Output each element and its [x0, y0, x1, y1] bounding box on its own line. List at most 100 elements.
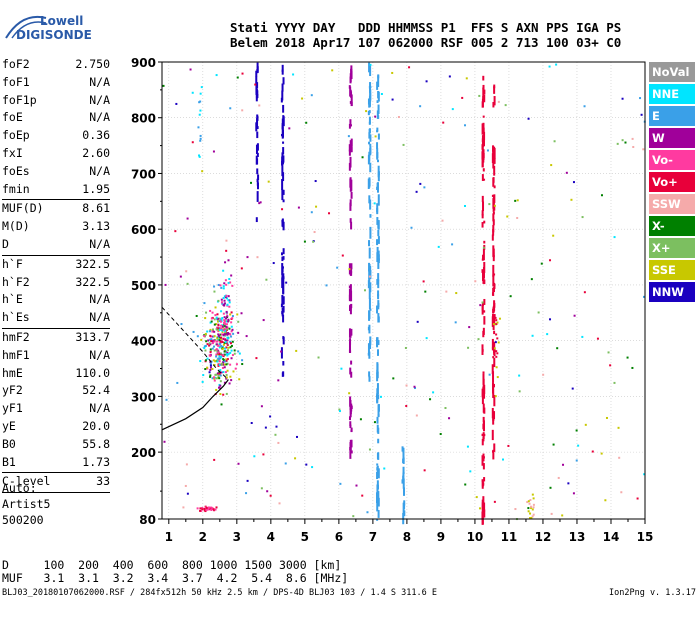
- noise-point: [469, 470, 472, 473]
- echo-point: [217, 358, 220, 361]
- echo-band-segment: [492, 211, 495, 215]
- echo-band-segment: [402, 447, 405, 459]
- echo-band-segment: [376, 142, 379, 149]
- noise-point: [186, 282, 189, 285]
- noise-point: [255, 357, 258, 360]
- echo-band-segment: [493, 206, 496, 211]
- echo-band-segment: [492, 274, 495, 287]
- echo-band-segment: [492, 213, 495, 222]
- y-tick-label: 400: [131, 335, 156, 349]
- echo-band-segment: [282, 248, 285, 255]
- echo-band-segment: [481, 499, 484, 510]
- noise-point: [488, 373, 491, 376]
- echo-point: [212, 508, 215, 511]
- noise-point: [250, 422, 253, 425]
- echo-band-segment: [282, 77, 285, 85]
- noise-point: [163, 440, 166, 443]
- echo-band-segment: [368, 310, 371, 320]
- echo-band-segment: [376, 81, 379, 90]
- echo-point: [217, 336, 220, 339]
- echo-point: [495, 322, 498, 325]
- echo-point: [224, 371, 227, 374]
- echo-point: [229, 342, 232, 345]
- echo-point: [236, 313, 239, 316]
- noise-point: [429, 398, 432, 401]
- noise-point: [537, 311, 540, 314]
- echo-band-segment: [492, 245, 495, 257]
- echo-point: [208, 342, 211, 345]
- param-value: N/A: [89, 292, 110, 307]
- noise-point: [317, 356, 320, 359]
- noise-point: [415, 414, 418, 417]
- noise-point: [189, 68, 192, 71]
- echo-point: [227, 259, 230, 262]
- noise-point: [294, 457, 297, 460]
- noise-point: [184, 484, 187, 487]
- param-row: h`F2 322.5: [2, 275, 110, 293]
- noise-point: [626, 356, 629, 359]
- echo-band-segment: [481, 517, 484, 525]
- noise-point: [404, 346, 407, 349]
- param-value: N/A: [89, 92, 110, 107]
- echo-point: [217, 320, 220, 323]
- echo-point: [214, 373, 217, 376]
- echo-point: [224, 347, 227, 350]
- param-name: C-level: [2, 474, 51, 489]
- echo-point: [202, 374, 205, 377]
- noise-point: [292, 73, 295, 76]
- echo-point: [494, 316, 497, 319]
- echo-point: [217, 363, 220, 366]
- echo-point: [233, 349, 236, 352]
- echo-point: [216, 313, 219, 316]
- echo-point: [211, 328, 214, 331]
- echo-band-segment: [255, 92, 258, 102]
- echo-band-segment: [376, 394, 379, 403]
- noise-point: [359, 418, 362, 421]
- noise-point: [229, 107, 232, 110]
- echo-band-segment: [483, 509, 486, 518]
- echo-point: [205, 340, 208, 343]
- echo-point: [203, 302, 206, 305]
- noise-point: [275, 425, 278, 428]
- echo-point: [213, 363, 216, 366]
- echo-point: [210, 360, 213, 363]
- echo-point: [221, 325, 224, 328]
- echo-band-segment: [481, 144, 484, 156]
- param-value: 33: [96, 474, 110, 489]
- echo-point: [219, 384, 222, 387]
- echo-band-segment: [377, 394, 380, 400]
- echo-band-segment: [483, 279, 486, 285]
- echo-point: [214, 349, 217, 352]
- noise-point: [573, 314, 576, 317]
- noise-point: [274, 433, 277, 436]
- param-value: 2.750: [75, 57, 110, 71]
- echo-band-segment: [281, 297, 284, 304]
- legend-item: SSE: [649, 260, 695, 280]
- echo-point: [225, 346, 228, 349]
- noise-point: [555, 63, 558, 66]
- echo-point: [215, 377, 218, 380]
- noise-point: [253, 455, 256, 458]
- echo-band-segment: [493, 282, 496, 286]
- echo-band-segment: [482, 248, 485, 261]
- noise-point: [225, 239, 228, 242]
- echo-band-segment: [350, 71, 353, 79]
- echo-point: [203, 509, 206, 512]
- echo-point: [531, 515, 534, 518]
- echo-band-segment: [348, 144, 351, 152]
- echo-point: [199, 360, 202, 363]
- noise-point: [191, 141, 194, 144]
- echo-point: [216, 359, 219, 362]
- echo-band-segment: [482, 463, 485, 470]
- echo-point: [230, 379, 233, 382]
- echo-band-segment: [368, 141, 371, 145]
- auto-program: Artist5: [2, 497, 51, 511]
- echo-band-segment: [493, 411, 496, 420]
- echo-band-segment: [493, 348, 496, 353]
- echo-point: [216, 326, 219, 329]
- echo-point: [199, 100, 202, 103]
- echo-band-segment: [369, 148, 372, 156]
- echo-point: [497, 341, 500, 344]
- echo-point: [225, 358, 228, 361]
- echo-point: [220, 339, 223, 342]
